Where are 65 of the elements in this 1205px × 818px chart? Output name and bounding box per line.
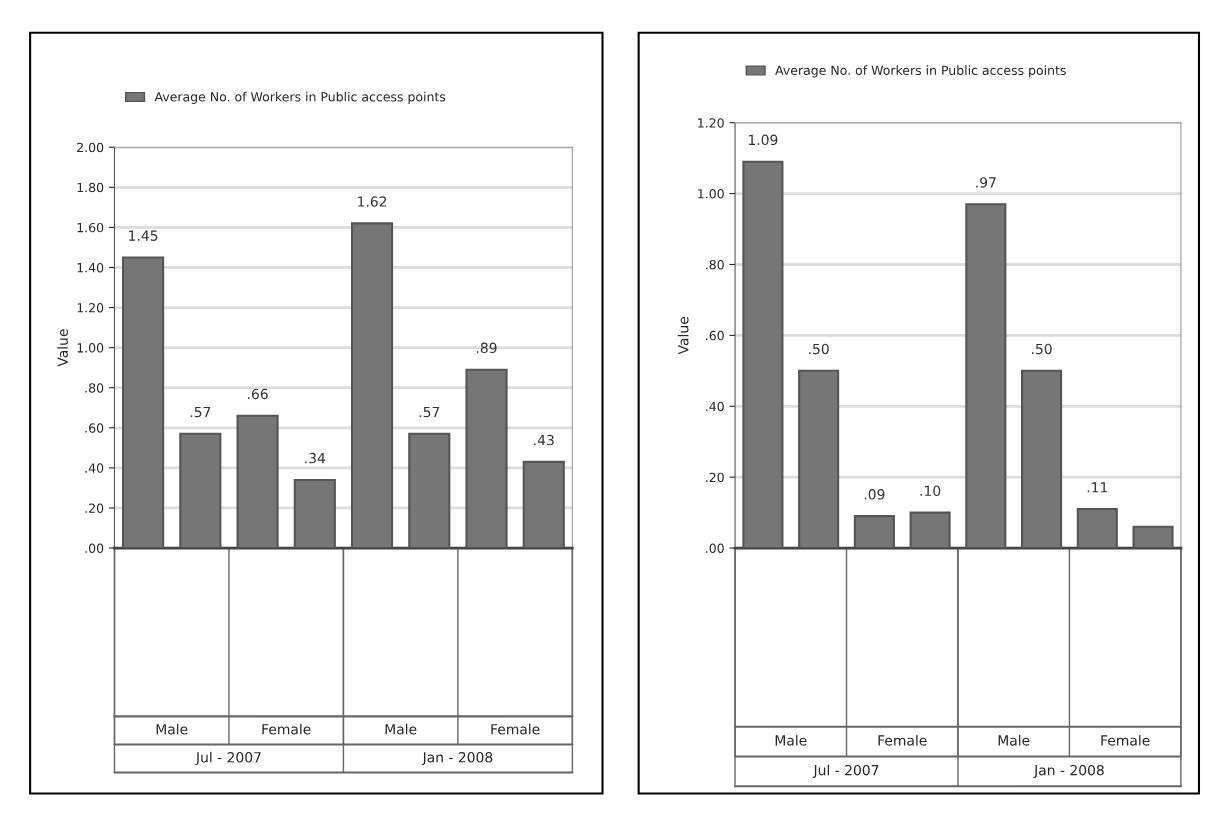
bar: [350, 222, 394, 549]
text: Jan - 2008: [421, 752, 493, 766]
text: Jul - 2007: [812, 764, 879, 778]
y-tick-label: 1.00: [698, 189, 724, 199]
data-label: .43: [534, 434, 554, 446]
text: Male: [775, 734, 807, 746]
data-label: .97: [976, 177, 996, 188]
y-tick-label: .20: [706, 472, 724, 483]
data-label: 1.62: [358, 196, 387, 207]
legend-label: Average No. of Workers in Public access points: [775, 65, 1066, 78]
y-tick-label: .20: [85, 503, 104, 513]
bar: [1021, 369, 1063, 549]
y-tick-label: .60: [706, 330, 724, 341]
y-axis-title: Value: [57, 329, 68, 367]
bar: [798, 369, 840, 549]
text: Male: [998, 734, 1030, 746]
data-label: .50: [809, 343, 829, 355]
data-label: .50: [1032, 343, 1052, 355]
data-label: .57: [419, 406, 440, 418]
y-tick-label: .40: [85, 463, 104, 473]
y-tick-label: .80: [706, 259, 724, 270]
bar: [408, 432, 451, 549]
bar: [742, 160, 784, 549]
bar: [853, 515, 895, 549]
data-label: .34: [305, 452, 326, 464]
bar: [909, 511, 951, 549]
bar: [965, 203, 1007, 549]
y-tick-label: 1.00: [77, 343, 104, 353]
legend-label: Average No. of Workers in Public access points: [154, 91, 446, 104]
y-tick-label: 2.00: [77, 142, 104, 153]
bar: [465, 368, 508, 549]
y-tick-label: .60: [85, 423, 104, 433]
bar: [1132, 525, 1174, 549]
data-label: 1.45: [129, 230, 158, 241]
text: Jan - 2008: [1033, 764, 1104, 778]
y-tick-label: .00: [85, 543, 104, 553]
y-tick-label: 1.80: [77, 182, 104, 193]
y-tick-label: 1.20: [77, 303, 104, 313]
bar: [122, 256, 165, 549]
bar: [293, 478, 336, 549]
data-label: .66: [248, 388, 268, 400]
data-label: .89: [476, 342, 497, 354]
text: Male: [385, 723, 417, 735]
y-axis-title: Value: [677, 317, 689, 355]
text: Female: [1101, 734, 1150, 746]
data-label: 1.09: [748, 134, 778, 146]
text: Male: [156, 723, 188, 735]
y-tick-label: .80: [85, 383, 104, 393]
y-tick-label: 1.20: [698, 118, 724, 128]
data-label: .09: [864, 489, 885, 500]
text: Female: [262, 723, 311, 735]
text: Female: [878, 734, 927, 746]
data-label: .57: [190, 406, 211, 418]
text: Jul - 2007: [195, 751, 261, 766]
y-tick-label: .00: [706, 543, 724, 553]
data-label: .10: [920, 485, 941, 497]
y-tick-label: 1.40: [77, 262, 104, 273]
data-label: .11: [1087, 482, 1108, 493]
y-tick-label: 1.60: [77, 222, 104, 233]
y-tick-label: .40: [706, 401, 724, 412]
bar: [179, 432, 222, 549]
bar: [236, 414, 279, 549]
text: Female: [491, 723, 540, 735]
bar: [1076, 508, 1118, 549]
bar: [522, 460, 565, 549]
